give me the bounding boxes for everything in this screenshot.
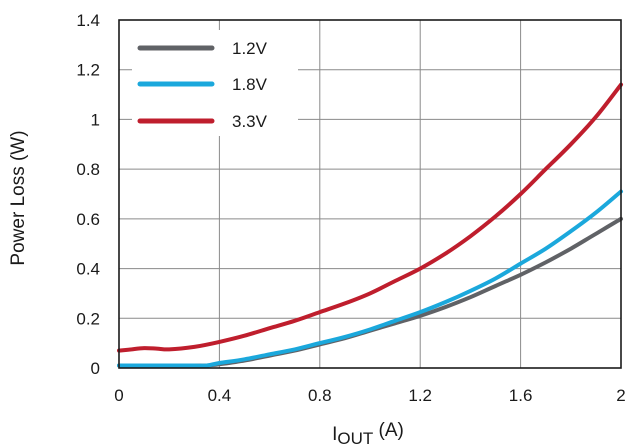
y-tick-label: 0.4 (76, 260, 100, 279)
y-tick-label: 1.4 (76, 11, 100, 30)
series-line-1.8V (117, 189, 623, 368)
x-tick-label: 1.6 (509, 386, 533, 405)
x-axis-title-unit: (A) (373, 420, 404, 441)
series-layer (117, 82, 623, 368)
y-tick-label: 1.2 (76, 61, 100, 80)
series-line-3.3V (117, 82, 623, 353)
y-axis-title: Power Loss (W) (8, 130, 29, 265)
y-tick-label: 1 (91, 110, 100, 129)
y-tick-label: 0.2 (76, 309, 100, 328)
legend-label-3.3V: 3.3V (232, 112, 268, 131)
y-tick-label: 0 (91, 359, 100, 378)
grid-lines (119, 20, 621, 368)
legend-label-1.8V: 1.8V (232, 75, 268, 94)
legend: 1.2V 1.8V 3.3V (132, 30, 298, 136)
y-tick-label: 0.8 (76, 160, 100, 179)
y-tick-label: 0.6 (76, 210, 100, 229)
x-axis-title-subscript: OUT (337, 429, 373, 448)
x-axis-title: IOUT (A) (332, 420, 404, 448)
x-tick-label: 2 (616, 386, 625, 405)
x-tick-label: 0.4 (208, 386, 232, 405)
x-tick-label: 0 (114, 386, 123, 405)
x-tick-label: 0.8 (308, 386, 332, 405)
tick-labels: 0 0.4 0.8 1.2 1.6 2 0 0.2 0.4 0.6 0.8 1 1.2 1.4 (76, 11, 625, 405)
x-tick-label: 1.2 (408, 386, 432, 405)
plot-frame (118, 19, 622, 369)
x-axis-title-main: I (332, 424, 337, 445)
legend-label-1.2V: 1.2V (232, 39, 268, 58)
